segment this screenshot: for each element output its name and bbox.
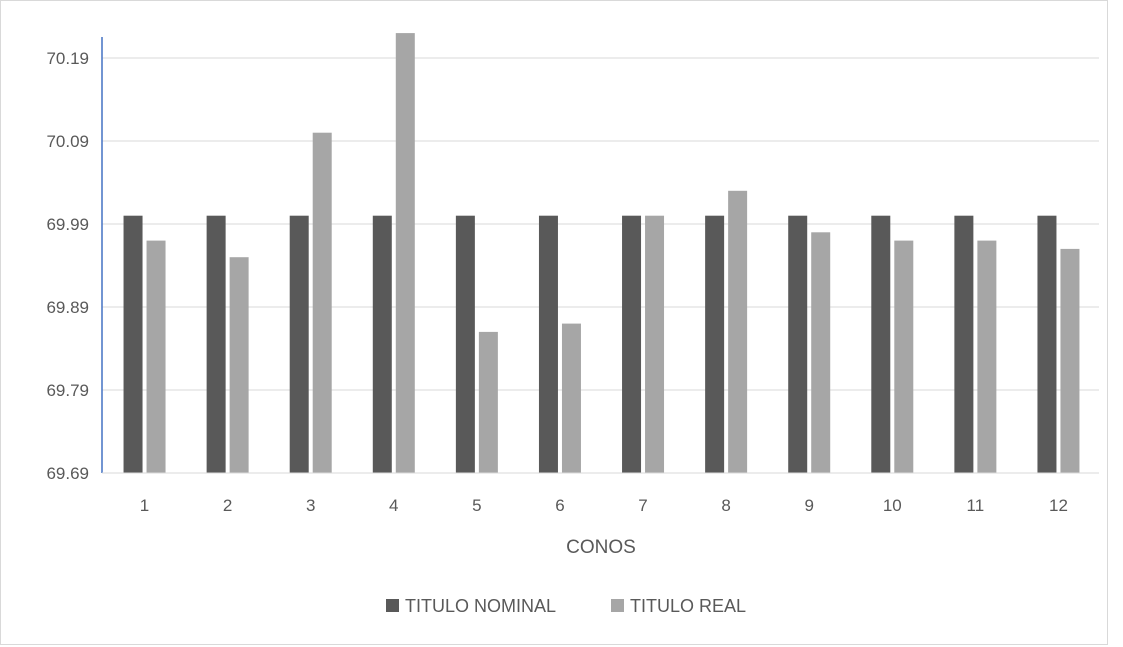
- bar-titulo-real: [894, 240, 914, 473]
- bar-titulo-nominal: [871, 215, 891, 473]
- legend-swatch-titulo-nominal: [386, 599, 399, 612]
- y-tick-label: 69.99: [46, 215, 89, 234]
- bar-titulo-real: [229, 257, 249, 473]
- bar-titulo-nominal: [206, 215, 226, 473]
- bar-titulo-nominal: [954, 215, 974, 473]
- bar-titulo-real: [977, 240, 997, 473]
- y-tick-label: 69.69: [46, 464, 89, 483]
- x-tick-label: 12: [1049, 496, 1068, 515]
- x-tick-label: 2: [223, 496, 232, 515]
- y-axis-tick-labels: 70.19 70.09 69.99 69.89 69.79 69.69: [46, 49, 89, 483]
- bar-titulo-real: [811, 232, 831, 473]
- bar-titulo-real: [645, 215, 665, 473]
- bar-titulo-real: [728, 190, 748, 474]
- x-tick-label: 6: [555, 496, 564, 515]
- legend-label-titulo-nominal: TITULO NOMINAL: [405, 596, 556, 616]
- legend: TITULO NOMINAL TITULO REAL: [386, 596, 746, 616]
- x-tick-label: 5: [472, 496, 481, 515]
- bar-titulo-nominal: [538, 215, 558, 473]
- y-tick-label: 70.19: [46, 49, 89, 68]
- x-tick-label: 11: [967, 496, 985, 515]
- x-tick-label: 1: [140, 496, 149, 515]
- y-tick-label: 69.79: [46, 381, 89, 400]
- x-axis-title: CONOS: [566, 537, 636, 558]
- x-tick-label: 9: [804, 496, 813, 515]
- gridlines: [102, 57, 1099, 391]
- bar-titulo-nominal: [788, 215, 808, 473]
- bar-titulo-real: [561, 323, 581, 473]
- bar-titulo-real: [1060, 248, 1080, 473]
- bar-titulo-nominal: [455, 215, 475, 473]
- bar-titulo-nominal: [289, 215, 309, 473]
- legend-swatch-titulo-real: [611, 599, 624, 612]
- bar-titulo-real: [312, 132, 332, 473]
- bar-titulo-nominal: [705, 215, 725, 473]
- bar-titulo-real: [146, 240, 166, 473]
- x-axis-tick-labels: 1 2 3 4 5 6 7 8 9 10 11 12: [140, 496, 1068, 515]
- bar-titulo-real: [395, 33, 415, 473]
- y-tick-label: 70.09: [46, 132, 89, 151]
- legend-label-titulo-real: TITULO REAL: [630, 596, 746, 616]
- bar-titulo-nominal: [622, 215, 642, 473]
- bars: [123, 33, 1080, 474]
- bar-titulo-nominal: [372, 215, 392, 473]
- bar-titulo-nominal: [1037, 215, 1057, 473]
- x-tick-label: 8: [721, 496, 730, 515]
- x-tick-label: 3: [306, 496, 315, 515]
- x-tick-label: 7: [638, 496, 647, 515]
- x-tick-label: 4: [389, 496, 398, 515]
- bar-titulo-real: [478, 331, 498, 473]
- bar-titulo-nominal: [123, 215, 143, 473]
- y-tick-label: 69.89: [46, 298, 89, 317]
- x-tick-label: 10: [883, 496, 902, 515]
